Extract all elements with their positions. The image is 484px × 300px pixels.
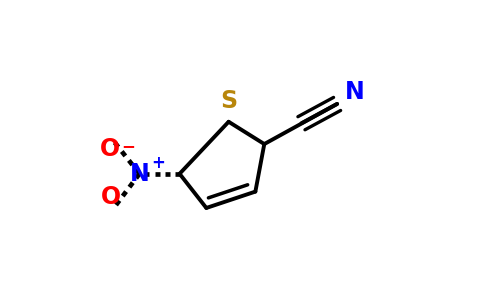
Text: +: +	[151, 154, 165, 172]
Text: N: N	[345, 80, 364, 104]
Text: O: O	[101, 185, 121, 209]
Text: O: O	[100, 137, 120, 161]
Text: S: S	[220, 89, 237, 113]
Text: −: −	[121, 137, 135, 155]
Text: N: N	[130, 162, 150, 186]
